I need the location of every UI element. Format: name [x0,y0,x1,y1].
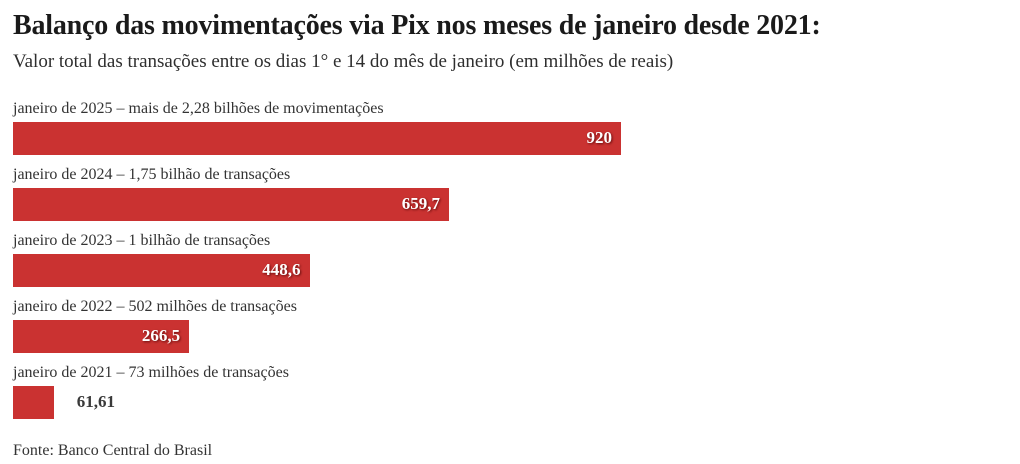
bar-track: 920 [13,121,1007,155]
bar-2022: 266,5 [13,319,190,353]
bar-track: 266,5 [13,319,1007,353]
bar-track: 61,61 [13,385,1007,419]
page-title: Balanço das movimentações via Pix nos me… [13,10,821,41]
bar-label: janeiro de 2025 – mais de 2,28 bilhões d… [13,99,384,117]
bar-chart: janeiro de 2025 – mais de 2,28 bilhões d… [13,99,1007,419]
bar-track: 659,7 [13,187,1007,221]
bar-value-label: 448,6 [262,260,301,280]
bar-row: janeiro de 2023 – 1 bilhão de transações… [13,231,1007,287]
bar-track: 448,6 [13,253,1007,287]
bar-2025: 920 [13,121,621,155]
bar-2023: 448,6 [13,253,310,287]
bar-label: janeiro de 2022 – 502 milhões de transaç… [13,297,297,315]
bar-row: janeiro de 2022 – 502 milhões de transaç… [13,297,1007,353]
bar-2021 [13,385,54,419]
bar-value-label: 920 [586,128,613,148]
bar-row: janeiro de 2024 – 1,75 bilhão de transaç… [13,165,1007,221]
bar-label: janeiro de 2024 – 1,75 bilhão de transaç… [13,165,291,183]
bar-row: janeiro de 2025 – mais de 2,28 bilhões d… [13,99,1007,155]
chart-header: Balanço das movimentações via Pix nos me… [13,10,1007,74]
bar-value-label: 61,61 [76,392,115,412]
source-note: Fonte: Banco Central do Brasil [13,441,213,459]
bar-label: janeiro de 2021 – 73 milhões de transaçõ… [13,363,289,381]
page-subtitle: Valor total das transações entre os dias… [13,51,674,73]
bar-value-label: 659,7 [401,194,440,214]
bar-value-label: 266,5 [141,326,181,346]
chart-footer: Fonte: Banco Central do Brasil [13,442,1007,460]
bar-label: janeiro de 2023 – 1 bilhão de transações [13,231,271,249]
bar-row: janeiro de 2021 – 73 milhões de transaçõ… [13,363,1007,419]
bar-2024: 659,7 [13,187,449,221]
